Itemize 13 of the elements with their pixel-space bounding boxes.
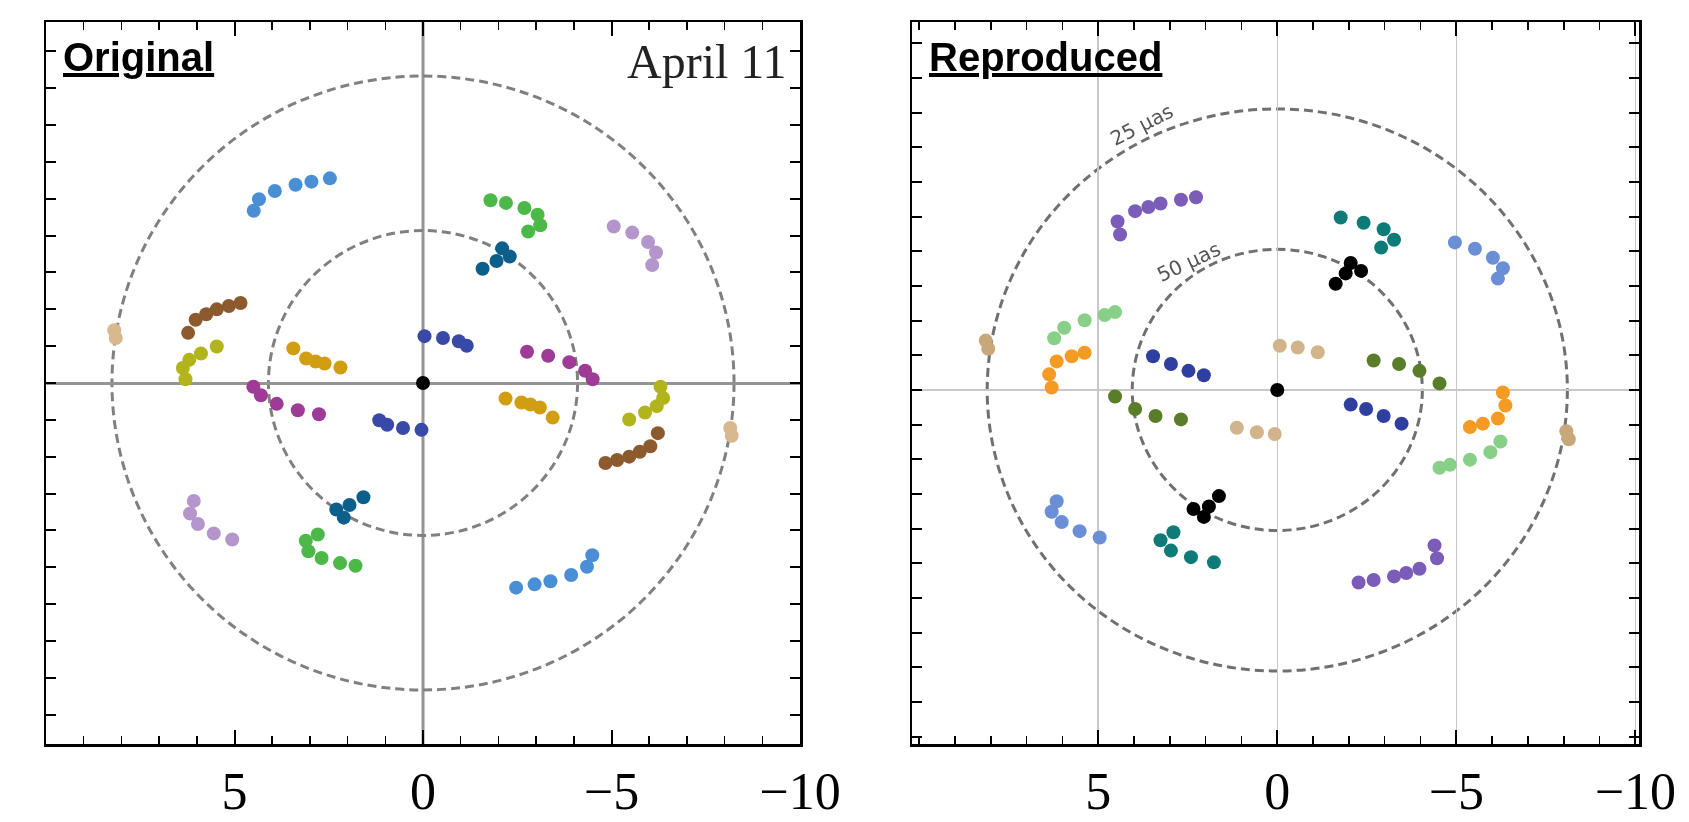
x-tick-label: 0: [410, 762, 436, 820]
x-tick-label: 5: [1085, 762, 1112, 820]
text: 25 μas: [1106, 98, 1178, 151]
x-tick-label: −5: [583, 762, 640, 820]
x-tick-label: −5: [1428, 762, 1485, 820]
text: April 11: [627, 35, 787, 88]
x-tick-label: 5: [221, 762, 248, 820]
x-tick-label: −10: [1594, 762, 1677, 820]
annotation: 50 μas: [1153, 236, 1225, 287]
text: Reproduced: [929, 35, 1163, 79]
x-tick-label: −10: [759, 762, 841, 820]
text: Original: [63, 35, 215, 79]
x-tick-label: 0: [1264, 762, 1291, 820]
